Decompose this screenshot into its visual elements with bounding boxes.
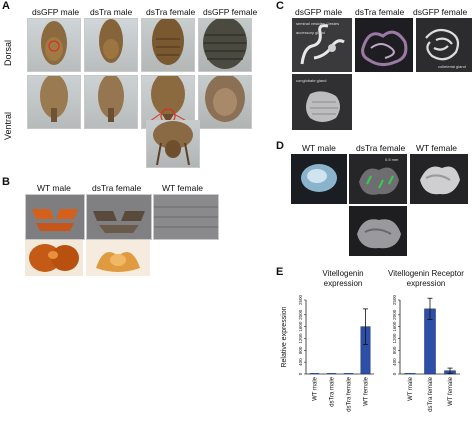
panel-d-scale: 0.5 mm <box>385 157 399 162</box>
chart-2-category-label: dsTra female <box>428 376 434 411</box>
panel-a-col-3: dsTra female <box>146 7 196 17</box>
photo-a-dorsal-dstra-female <box>141 18 195 72</box>
panel-b-col-3: WT female <box>162 183 203 193</box>
photo-b-wt-male-top <box>25 194 85 240</box>
chart-1-category-label: dsTra male <box>330 376 336 406</box>
annotation-seminal: seminal vesicles / testes <box>296 21 340 26</box>
chart-2-ytick-label: 1200 <box>392 333 397 344</box>
panel-d-letter: D <box>276 140 284 152</box>
annotation-accessory: accessory gland <box>296 30 325 35</box>
annotation-conglobate: conglobate gland <box>296 78 327 83</box>
panel-a-col-1: dsGFP male <box>32 7 80 17</box>
panel-b-col-2: dsTra female <box>92 183 142 193</box>
panel-c-col-3: dsGFP female <box>413 7 468 17</box>
chart-1-ytick-label: 800 <box>298 346 303 354</box>
panel-b-col-1: WT male <box>37 183 71 193</box>
photo-d-wt-male <box>291 154 347 204</box>
panel-a-col-4: dsGFP female <box>203 7 258 17</box>
chart-2-ytick-label: 800 <box>392 346 397 354</box>
chart-2-ytick-label: 2500 <box>392 294 397 305</box>
photo-b-dstra-female-bottom <box>86 240 150 276</box>
panel-c-col-2: dsTra female <box>355 7 405 17</box>
chart-2-title-line-1: Vitellogenin Receptor <box>388 269 464 278</box>
photo-d-dstra-female-zoom <box>349 206 407 256</box>
photo-d-wt-female <box>410 154 468 204</box>
chart-1-ytick-label: 1200 <box>298 333 303 344</box>
photo-b-wt-male-bottom <box>25 240 83 276</box>
chart-2-title-line-2: expression <box>406 279 446 288</box>
panel-e-letter: E <box>276 266 284 278</box>
photo-c-conglobate: conglobate gland <box>292 74 352 130</box>
chart-2-ytick-label: 1600 <box>392 321 397 332</box>
panel-c-letter: C <box>276 0 284 12</box>
photo-a-inset-zoom <box>146 120 200 168</box>
photo-a-ventral-dsgfp-female <box>198 75 252 129</box>
panel-a-row-ventral: Ventral <box>3 111 13 140</box>
photo-b-wt-female-top <box>153 194 219 240</box>
photo-a-dorsal-dsgfp-male <box>27 18 81 72</box>
photo-c-dsgfp-male: seminal vesicles / testes accessory glan… <box>292 18 352 72</box>
annotation-colleterial: colleterial gland <box>438 64 466 69</box>
chart-1-title-line-2: expression <box>323 279 363 288</box>
chart-1-category-label: WT male <box>313 376 319 401</box>
chart-1-ytick-label: 1600 <box>298 321 303 332</box>
photo-a-ventral-dstra-male <box>84 75 138 129</box>
chart-1-ytick-label: 400 <box>298 358 303 366</box>
chart-1-ytick-label: 2500 <box>298 294 303 305</box>
chart-1-ytick-label: 2000 <box>298 309 303 320</box>
panel-c-col-1: dsGFP male <box>295 7 343 17</box>
panel-d-col-2: dsTra female <box>356 143 406 153</box>
chart-1-y-axis-label: Relative expression <box>281 306 288 367</box>
photo-c-dsgfp-female: colleterial gland <box>416 18 472 72</box>
chart-1-title-line-1: Vitellogenin <box>322 269 364 278</box>
panel-a-col-2: dsTra male <box>90 7 133 17</box>
photo-b-dstra-female-top <box>86 194 152 240</box>
chart-2-category-label: WT male <box>408 376 414 401</box>
photo-a-dorsal-dsgfp-female <box>198 18 252 72</box>
photo-a-dorsal-dstra-male <box>84 18 138 72</box>
chart-1-ytick-label: 0 <box>298 372 303 375</box>
panel-d-col-1: WT male <box>302 143 336 153</box>
chart-1-category-label: dsTra female <box>347 376 353 411</box>
panel-d-col-3: WT female <box>416 143 457 153</box>
chart-2-ytick-label: 400 <box>392 358 397 366</box>
chart-2-category-label: WT female <box>448 376 454 406</box>
photo-d-dstra-female: 0.5 mm <box>349 154 407 204</box>
panel-a-row-dorsal: Dorsal <box>3 39 13 66</box>
panel-b-letter: B <box>2 176 10 188</box>
chart-2-ytick-label: 2000 <box>392 309 397 320</box>
chart-2-ytick-label: 0 <box>392 372 397 375</box>
photo-c-dstra-female <box>355 18 413 72</box>
panel-a-letter: A <box>2 0 10 12</box>
photo-a-ventral-dsgfp-male <box>27 75 81 129</box>
chart-1-category-label: WT female <box>364 376 370 406</box>
